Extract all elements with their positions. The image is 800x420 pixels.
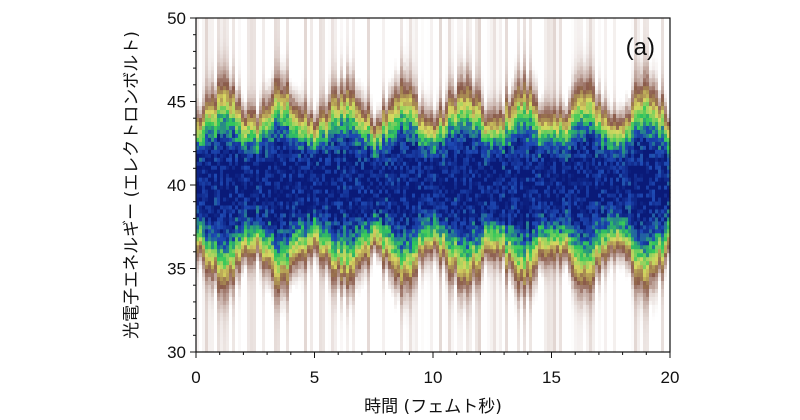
plot-area (196, 18, 671, 353)
